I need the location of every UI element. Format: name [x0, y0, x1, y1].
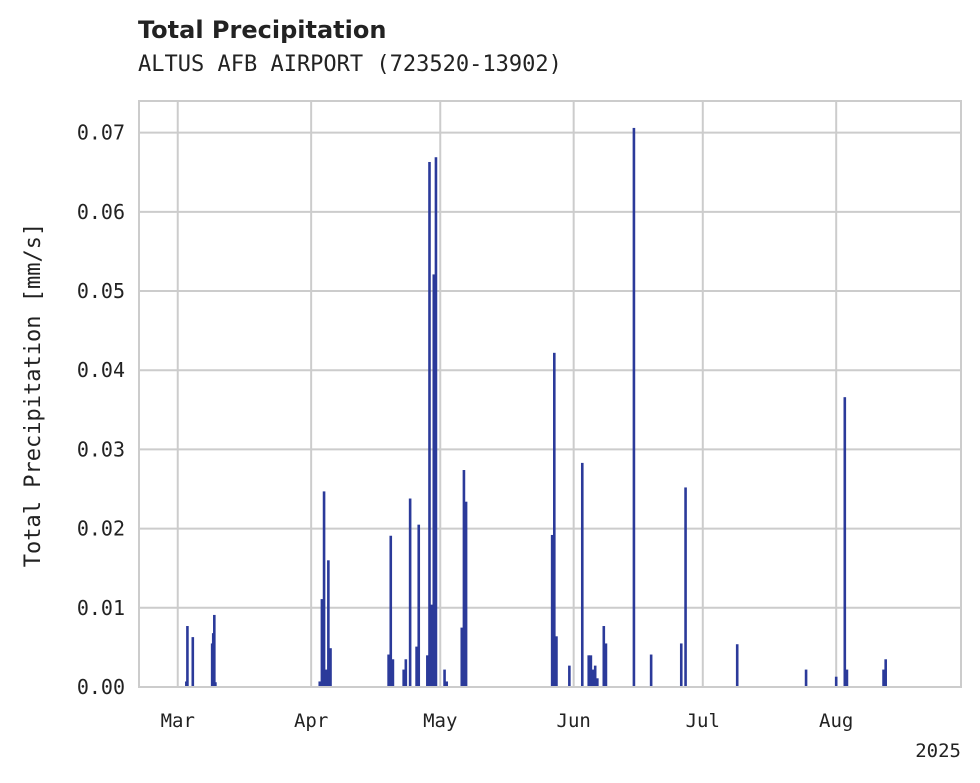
- precip-bar: [587, 655, 591, 687]
- grid: [139, 101, 961, 688]
- precip-bar: [679, 643, 683, 687]
- precip-bar: [550, 534, 554, 687]
- y-tick-label: 0.00: [77, 675, 125, 699]
- precip-bar: [882, 669, 885, 687]
- plot-border: [138, 100, 962, 688]
- precip-bar: [464, 501, 468, 687]
- y-tick-label: 0.03: [77, 437, 125, 461]
- precip-bar: [555, 636, 558, 687]
- y-tick-label: 0.07: [77, 121, 125, 145]
- precip-bar: [391, 659, 395, 687]
- precip-bar: [434, 157, 438, 688]
- precip-bar: [389, 535, 393, 687]
- precip-bar: [462, 470, 466, 687]
- precip-bar: [404, 659, 408, 687]
- precip-bar: [443, 669, 446, 687]
- precip-bar: [415, 646, 418, 687]
- precip-bar: [387, 654, 390, 687]
- precip-bar: [430, 604, 433, 687]
- plot-frame: [138, 100, 962, 688]
- precip-bar: [649, 654, 653, 687]
- precip-bar: [843, 397, 847, 687]
- y-tick-label: 0.06: [77, 200, 125, 224]
- precip-bar: [318, 681, 322, 687]
- precip-bar: [845, 669, 849, 687]
- precip-bar: [553, 352, 556, 687]
- precip-bar: [568, 665, 571, 687]
- precip-bar: [213, 614, 216, 687]
- precip-bar: [186, 626, 189, 687]
- precip-bar: [460, 627, 464, 687]
- precip-bar: [426, 655, 429, 687]
- y-tick-label: 0.02: [77, 517, 125, 541]
- precip-bar: [191, 637, 195, 687]
- precip-bar: [417, 524, 421, 687]
- precip-bar: [884, 659, 887, 687]
- tick-labels: 0.00 0.01 0.02 0.03 0.04 0.05 0.06 0.07 Mar Apr Ma…: [77, 121, 854, 732]
- precip-bar: [432, 274, 436, 687]
- precip-bar: [327, 560, 330, 687]
- precip-bar: [428, 161, 431, 687]
- precip-bar: [804, 669, 808, 687]
- y-axis-label: Total Precipitation [mm/s]: [21, 223, 46, 567]
- precip-bar: [596, 678, 599, 687]
- y-tick-label: 0.01: [77, 596, 125, 620]
- precip-bar: [589, 655, 593, 687]
- precip-bar: [632, 127, 636, 688]
- precip-bar: [591, 669, 595, 687]
- bars: [185, 127, 887, 688]
- precip-bar: [320, 599, 324, 687]
- chart-subtitle: ALTUS AFB AIRPORT (723520-13902): [138, 52, 562, 77]
- x-tick-label: Jul: [686, 710, 720, 732]
- precip-bar: [604, 643, 608, 687]
- chart-title: Total Precipitation: [138, 16, 387, 44]
- precip-bar: [602, 626, 606, 687]
- x-tick-label: Apr: [294, 710, 328, 732]
- precip-bar: [735, 644, 739, 687]
- precip-bar: [324, 669, 328, 687]
- precip-bar: [834, 676, 838, 687]
- precip-bar: [329, 648, 332, 687]
- precip-bar: [684, 487, 687, 687]
- precip-bar: [402, 669, 405, 687]
- precip-bar: [593, 665, 597, 687]
- precip-bar: [214, 682, 217, 687]
- x-tick-label: May: [423, 710, 457, 732]
- y-tick-label: 0.05: [77, 279, 125, 303]
- x-tick-label: Aug: [819, 710, 853, 732]
- precip-bar: [408, 498, 412, 687]
- y-tick-label: 0.04: [77, 358, 125, 382]
- precip-bar: [322, 491, 326, 687]
- x-tick-label: Jun: [557, 710, 591, 732]
- x-tick-label: Mar: [161, 710, 195, 732]
- x-axis-year-label: 2025: [915, 740, 961, 762]
- precip-bar: [580, 462, 584, 687]
- precip-bar: [445, 681, 449, 687]
